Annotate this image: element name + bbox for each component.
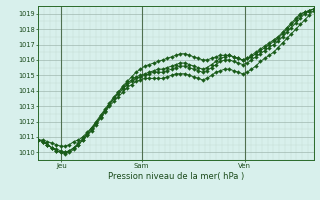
X-axis label: Pression niveau de la mer( hPa ): Pression niveau de la mer( hPa )	[108, 172, 244, 181]
